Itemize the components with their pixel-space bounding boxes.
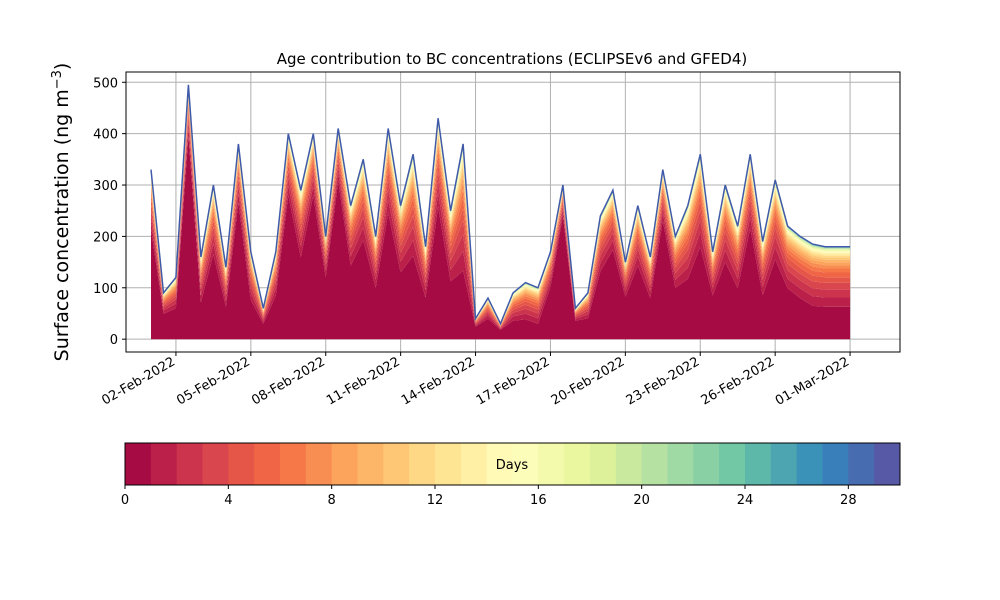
colorbar-bin (874, 443, 901, 485)
colorbar-tick-label: 8 (328, 493, 336, 508)
colorbar-tick-label: 16 (530, 493, 547, 508)
colorbar-bin (719, 443, 746, 485)
colorbar-label: Days (496, 458, 529, 473)
chart-title: Age contribution to BC concentrations (E… (277, 50, 748, 68)
colorbar-bin (331, 443, 358, 485)
colorbar-bin (305, 443, 333, 485)
y-tick-label: 500 (93, 76, 118, 91)
colorbar-bin (460, 443, 488, 485)
colorbar-frame (124, 442, 901, 486)
y-tick-label: 300 (93, 179, 118, 194)
plot-frame (125, 71, 901, 353)
main-chart: Age contribution to BC concentrations (E… (50, 50, 901, 409)
colorbar-bin (254, 443, 281, 485)
colorbar-bin (280, 443, 307, 485)
colorbar-bin (435, 443, 462, 485)
x-tick-label: 11-Feb-2022 (324, 354, 403, 408)
colorbar-bin (822, 443, 849, 485)
x-tick-label: 05-Feb-2022 (174, 354, 253, 408)
x-tick-label: 26-Feb-2022 (699, 354, 778, 408)
colorbar-bin (848, 443, 875, 485)
x-tick-label: 23-Feb-2022 (624, 354, 703, 408)
colorbar: Days 0 4 8 12 16 20 24 28 (121, 442, 901, 508)
y-tick-label: 200 (93, 230, 118, 245)
x-tick-label: 14-Feb-2022 (399, 354, 478, 408)
colorbar-bin (667, 443, 694, 485)
colorbar-bin (770, 443, 798, 485)
colorbar-bin (796, 443, 823, 485)
colorbar-bin (202, 443, 229, 485)
colorbar-bin (357, 443, 384, 485)
x-tick-label: 17-Feb-2022 (474, 354, 553, 408)
colorbar-bin (176, 443, 203, 485)
colorbar-bin (693, 443, 720, 485)
y-axis-label: Surface concentration (ng m−3) (50, 63, 73, 362)
colorbar-bin (125, 443, 152, 485)
colorbar-bin (564, 443, 591, 485)
colorbar-bin (745, 443, 772, 485)
colorbar-tick-label: 28 (840, 493, 857, 508)
y-tick-label: 0 (110, 333, 118, 348)
stacked-areas (150, 84, 851, 340)
age-band-0 (151, 135, 851, 340)
colorbar-bin (383, 443, 410, 485)
y-tick-label: 100 (93, 282, 118, 297)
colorbar-tick-label: 12 (427, 493, 444, 508)
colorbar-tick-label: 0 (121, 493, 129, 508)
x-tick-label: 08-Feb-2022 (249, 354, 328, 408)
colorbar-bin (228, 443, 255, 485)
colorbar-tick-label: 20 (633, 493, 650, 508)
colorbar-ticks: 0 4 8 12 16 20 24 28 (121, 485, 857, 508)
total-outline (150, 84, 851, 326)
colorbar-bin (409, 443, 436, 485)
y-tick-label: 400 (93, 128, 118, 143)
x-tick-label: 02-Feb-2022 (99, 354, 178, 408)
colorbar-tick-label: 24 (737, 493, 754, 508)
colorbar-bin (150, 443, 178, 485)
colorbar-bin (486, 443, 513, 485)
age-band-2 (151, 121, 851, 329)
colorbar-bin (641, 443, 668, 485)
colorbar-bins (125, 443, 901, 485)
colorbar-bin (590, 443, 617, 485)
colorbar-bin (538, 443, 565, 485)
colorbar-bin (512, 443, 539, 485)
x-tick-label: 01-Mar-2022 (773, 354, 852, 408)
x-tick-label: 20-Feb-2022 (549, 354, 628, 408)
colorbar-bin (615, 443, 643, 485)
colorbar-tick-label: 4 (224, 493, 232, 508)
